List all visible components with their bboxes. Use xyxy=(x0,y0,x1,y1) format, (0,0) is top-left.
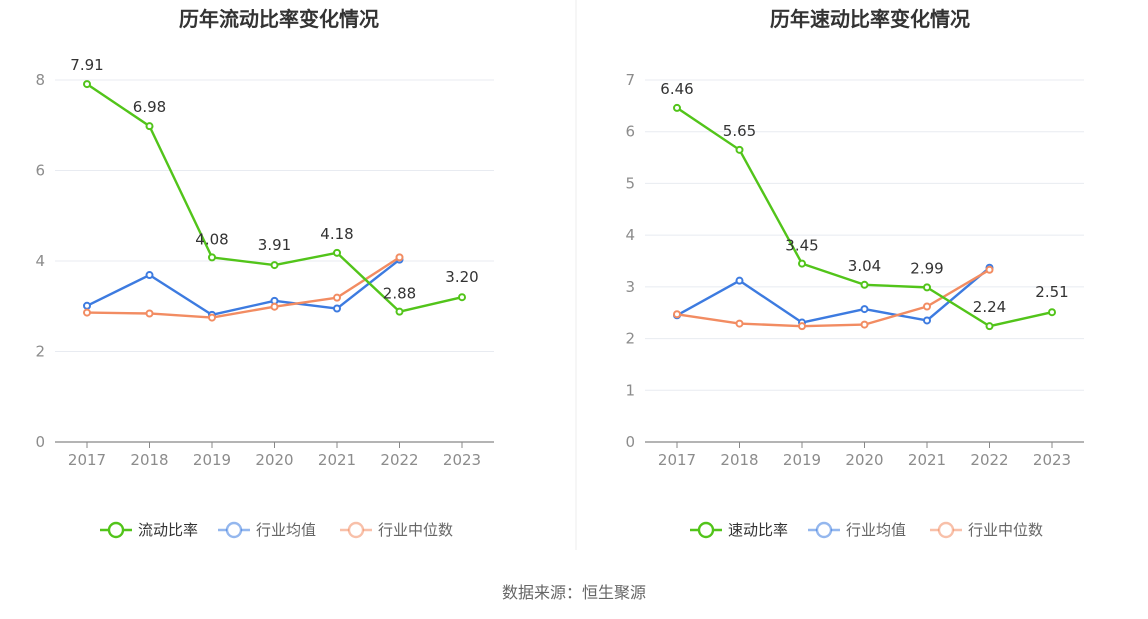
y-tick-label: 8 xyxy=(35,71,45,89)
x-tick-label: 2023 xyxy=(443,451,481,469)
legend-marker xyxy=(225,521,243,539)
data-point xyxy=(923,302,931,311)
x-tick-label: 2023 xyxy=(1033,451,1071,469)
x-tick-label: 2017 xyxy=(658,451,696,469)
data-point xyxy=(395,307,404,316)
data-label: 3.04 xyxy=(848,257,881,275)
x-tick-label: 2017 xyxy=(68,451,106,469)
x-tick-label: 2020 xyxy=(255,451,293,469)
x-tick-label: 2021 xyxy=(908,451,946,469)
x-tick-label: 2022 xyxy=(970,451,1008,469)
x-tick-label: 2018 xyxy=(130,451,168,469)
data-label: 6.46 xyxy=(660,80,693,98)
legend-marker xyxy=(815,521,833,539)
data-label: 2.88 xyxy=(383,285,416,303)
data-point xyxy=(145,271,154,280)
legend-label: 流动比率 xyxy=(138,521,198,539)
y-tick-label: 5 xyxy=(625,174,635,192)
source-note: 数据来源：恒生聚源 xyxy=(502,583,646,602)
data-label: 3.45 xyxy=(785,237,818,255)
data-point xyxy=(798,322,806,331)
legend-label: 速动比率 xyxy=(728,521,788,539)
data-point xyxy=(145,122,154,131)
y-tick-label: 1 xyxy=(625,381,635,399)
data-label: 2.24 xyxy=(973,298,1006,316)
data-point xyxy=(208,253,216,262)
data-point xyxy=(1048,308,1056,317)
series-line-2 xyxy=(676,268,991,328)
legend-label: 行业中位数 xyxy=(968,521,1043,539)
legend-marker xyxy=(347,521,365,539)
x-tick-label: 2020 xyxy=(845,451,883,469)
data-point xyxy=(735,319,744,328)
data-label: 2.51 xyxy=(1035,283,1068,301)
y-tick-label: 4 xyxy=(625,226,635,244)
data-label: 2.99 xyxy=(910,259,943,277)
data-label: 4.18 xyxy=(320,225,353,243)
data-label: 3.91 xyxy=(258,236,291,254)
chart-title: 历年流动比率变化情况 xyxy=(179,7,379,31)
y-tick-label: 3 xyxy=(625,278,635,296)
x-tick-label: 2019 xyxy=(783,451,821,469)
legend-marker xyxy=(697,521,715,539)
x-tick-label: 2021 xyxy=(318,451,356,469)
x-tick-label: 2018 xyxy=(720,451,758,469)
data-point xyxy=(985,322,994,331)
data-point xyxy=(333,293,341,302)
data-point xyxy=(145,309,154,318)
chart-title: 历年速动比率变化情况 xyxy=(770,7,970,31)
data-point xyxy=(735,276,744,285)
current-ratio-chart: 历年流动比率变化情况 0 2 4 6 8 2017 2018 2019 2020 2021 2022 2… xyxy=(35,7,494,539)
data-point xyxy=(270,261,279,270)
data-point xyxy=(798,259,806,268)
data-point xyxy=(860,305,869,314)
legend-marker xyxy=(937,521,955,539)
data-point xyxy=(333,304,341,313)
data-point xyxy=(923,316,931,325)
data-point xyxy=(395,253,404,262)
data-point xyxy=(735,145,744,154)
y-tick-label: 2 xyxy=(625,330,635,348)
data-point xyxy=(860,280,869,289)
series-line-1 xyxy=(676,266,991,324)
data-point xyxy=(83,301,91,310)
y-tick-label: 6 xyxy=(35,162,45,180)
data-point xyxy=(208,313,216,322)
y-tick-label: 0 xyxy=(35,433,45,451)
data-point xyxy=(673,103,681,112)
data-label: 3.20 xyxy=(445,268,478,286)
data-point xyxy=(923,283,931,292)
legend-marker xyxy=(107,521,125,539)
x-tick-label: 2019 xyxy=(193,451,231,469)
data-point xyxy=(458,293,466,302)
data-point xyxy=(860,320,869,329)
legend-label: 行业均值 xyxy=(846,521,906,539)
data-label: 5.65 xyxy=(723,122,756,140)
y-tick-label: 0 xyxy=(625,433,635,451)
data-point xyxy=(83,80,91,89)
y-tick-label: 7 xyxy=(625,71,635,89)
data-point xyxy=(83,308,91,317)
y-tick-label: 6 xyxy=(625,123,635,141)
data-point xyxy=(673,310,681,319)
data-label: 6.98 xyxy=(133,98,166,116)
data-label: 7.91 xyxy=(70,56,103,74)
legend-label: 行业中位数 xyxy=(378,521,453,539)
legend-label: 行业均值 xyxy=(256,521,316,539)
y-tick-label: 2 xyxy=(35,343,45,361)
data-point xyxy=(985,265,994,274)
series-line-1 xyxy=(86,258,401,317)
x-tick-label: 2022 xyxy=(380,451,418,469)
series-line-2 xyxy=(86,256,401,319)
data-point xyxy=(333,248,341,257)
y-tick-label: 4 xyxy=(35,252,45,270)
data-point xyxy=(270,302,279,311)
series-line-0 xyxy=(676,106,1053,328)
quick-ratio-chart: 历年速动比率变化情况 0 1 2 3 4 5 6 7 2017 2018 2019 2020 2021 20… xyxy=(625,7,1084,539)
data-label: 4.08 xyxy=(195,230,228,248)
